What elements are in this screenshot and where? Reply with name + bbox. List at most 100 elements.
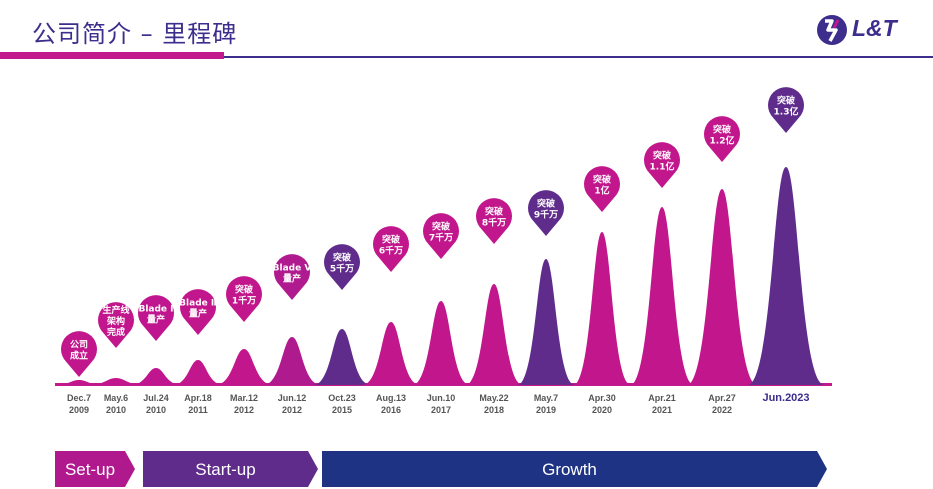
logo-text: L&T — [852, 15, 897, 41]
phase-start-up: Start-up — [143, 451, 318, 487]
milestone-pin-icon — [768, 87, 804, 133]
milestone-pin-icon — [226, 276, 262, 322]
header-rule — [224, 56, 933, 58]
milestone-pin-icon — [476, 198, 512, 244]
milestone-date: 2012 — [282, 405, 302, 415]
milestone-date: Apr.27 — [708, 393, 736, 403]
milestone-date: May.6 — [104, 393, 128, 403]
milestone-date: 2010 — [106, 405, 126, 415]
milestone-pin-icon — [98, 302, 134, 348]
milestone-label: Blade Ⅰ — [138, 305, 173, 315]
milestone-date: May.7 — [534, 393, 558, 403]
milestone-label: 公司 — [70, 340, 88, 351]
milestone-date: May.22 — [479, 393, 508, 403]
milestone-date: Apr.21 — [648, 393, 676, 403]
milestone-date: Mar.12 — [230, 393, 258, 403]
milestone-label: 9千万 — [534, 209, 558, 221]
milestone-label: 5千万 — [330, 263, 354, 275]
milestone-label: 完成 — [107, 326, 125, 338]
company-logo: L&T — [814, 10, 914, 50]
milestone-date: 2020 — [592, 405, 612, 415]
milestone-date: Apr.30 — [588, 393, 616, 403]
milestone-pin-icon — [373, 226, 409, 272]
milestone-peak — [412, 301, 470, 385]
milestone-date: 2009 — [69, 405, 89, 415]
milestone-pin-icon — [704, 116, 740, 162]
phase-arrow — [143, 451, 318, 487]
milestone-date: Apr.18 — [184, 393, 212, 403]
milestone-label: 6千万 — [379, 245, 403, 257]
milestone-date: 2012 — [234, 405, 254, 415]
milestone-label: 架构 — [106, 315, 125, 327]
milestone-label: 突破 — [485, 206, 504, 218]
milestone-pin-icon — [528, 190, 564, 236]
milestone-date: 2016 — [381, 405, 401, 415]
milestone-date: Jun.10 — [427, 393, 456, 403]
milestone-pin-icon — [644, 142, 680, 188]
milestone-label: 1.2亿 — [710, 135, 735, 147]
logo-icon — [817, 15, 847, 45]
milestone-3: Blade Ⅰ量产 Jul.24 2010 — [130, 295, 182, 415]
milestone-13: 突破1.1亿 Apr.21 2021 — [630, 142, 694, 415]
milestone-peak — [686, 189, 758, 385]
milestone-date: 2017 — [431, 405, 451, 415]
milestone-6: Blade V量产 Jun.12 2012 — [263, 254, 321, 415]
milestone-peak — [573, 232, 631, 385]
phase-arrow — [322, 451, 827, 487]
milestone-date: 2021 — [652, 405, 672, 415]
milestone-label: 突破 — [653, 150, 672, 162]
milestone-peak — [465, 284, 523, 385]
milestone-label: 1.1亿 — [650, 161, 675, 173]
milestone-peak — [630, 207, 694, 385]
milestone-date: 2019 — [536, 405, 556, 415]
milestone-pin-icon — [584, 166, 621, 212]
milestone-label: 突破 — [432, 221, 451, 233]
milestone-date: Dec.7 — [67, 393, 91, 403]
milestone-pin-icon — [61, 331, 97, 377]
milestone-label: 1千万 — [232, 295, 256, 307]
milestone-date: 2010 — [146, 405, 166, 415]
milestone-pin-icon — [423, 213, 459, 259]
phase-growth: Growth — [322, 451, 827, 487]
milestone-pin-icon — [138, 295, 174, 341]
milestone-label: 成立 — [70, 350, 88, 362]
milestone-label: 生产线 — [102, 304, 129, 316]
milestone-peak — [172, 360, 224, 385]
milestone-label: 突破 — [593, 174, 612, 186]
header-rule-accent — [0, 52, 224, 59]
milestone-peak — [53, 380, 105, 385]
phase-label: Growth — [542, 460, 597, 479]
page-title: 公司简介 – 里程碑 — [32, 20, 238, 48]
milestone-pin-icon — [180, 289, 216, 335]
milestone-15: 突破1.3亿 Jun.2023 — [747, 87, 825, 404]
milestone-label: Blade V — [273, 264, 312, 274]
milestone-peak — [313, 329, 371, 385]
milestone-label: 量产 — [147, 314, 165, 326]
milestone-label: 1.3亿 — [774, 106, 799, 118]
milestone-label: 突破 — [713, 124, 732, 136]
milestone-peak — [362, 322, 420, 385]
milestone-date: Jun.2023 — [762, 392, 809, 404]
milestone-label: 量产 — [189, 308, 207, 320]
phase-set-up: Set-up — [55, 451, 135, 487]
milestone-date: 2011 — [188, 405, 208, 415]
milestone-peak — [263, 337, 321, 385]
phase-label: Start-up — [195, 460, 255, 479]
milestone-label: 突破 — [333, 252, 352, 264]
milestone-pin-icon — [324, 244, 360, 290]
milestone-label: 突破 — [382, 234, 401, 246]
milestone-label: 突破 — [235, 284, 254, 296]
milestone-label: 1亿 — [594, 185, 609, 197]
milestone-label: 量产 — [283, 273, 301, 285]
phase-arrow — [55, 451, 135, 487]
milestone-date: 2015 — [332, 405, 352, 415]
